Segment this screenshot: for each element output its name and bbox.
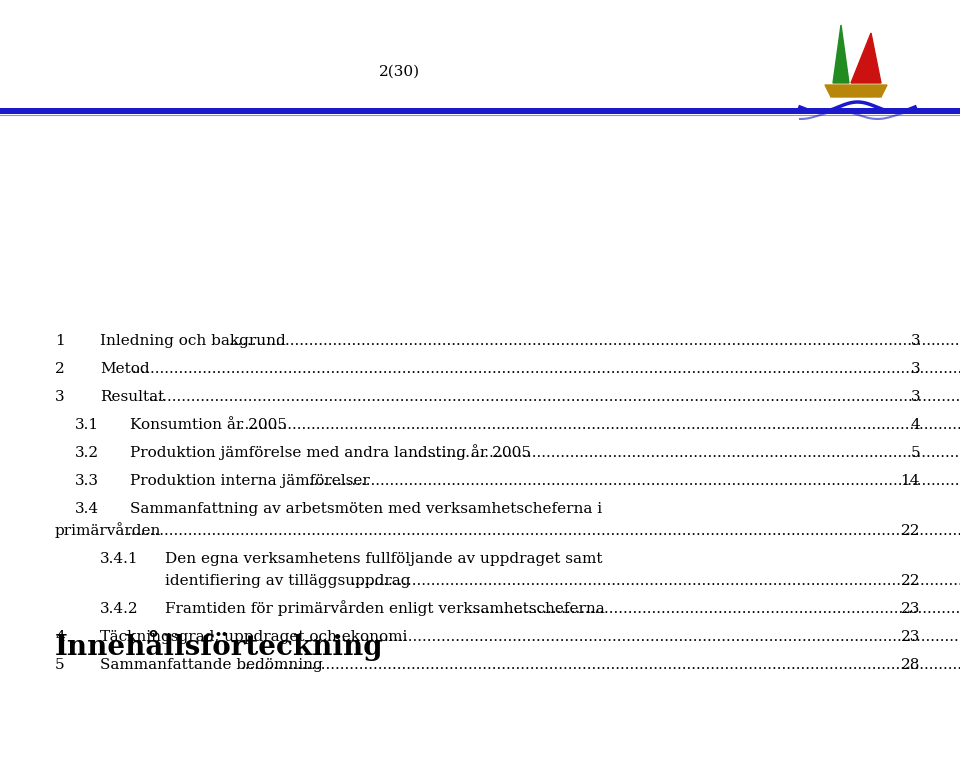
Text: 23: 23 (900, 602, 920, 616)
Text: ................................................................................: ........................................… (351, 574, 960, 588)
Text: 1: 1 (55, 334, 64, 348)
Text: Framtiden för primärvården enligt verksamhetscheferna: Framtiden för primärvården enligt verksa… (165, 600, 605, 616)
Text: 28: 28 (900, 658, 920, 672)
Text: ................................................................................: ........................................… (236, 418, 960, 432)
Text: 14: 14 (900, 474, 920, 488)
Text: Metod: Metod (100, 362, 150, 376)
Text: Sammanfattande bedömning: Sammanfattande bedömning (100, 658, 323, 672)
Text: 3.2: 3.2 (75, 446, 99, 460)
Text: 3.4: 3.4 (75, 502, 99, 516)
FancyBboxPatch shape (0, 108, 960, 114)
Text: Produktion jämförelse med andra landsting år 2005: Produktion jämförelse med andra landstin… (130, 444, 531, 460)
Text: 3: 3 (910, 334, 920, 348)
Text: ................................................................................: ........................................… (309, 630, 960, 644)
Text: 23: 23 (900, 630, 920, 644)
Text: Resultat: Resultat (100, 390, 164, 404)
Text: 2: 2 (55, 362, 64, 376)
Text: ................................................................................: ........................................… (471, 602, 960, 616)
Text: Sammanfattning av arbetsmöten med verksamhetscheferna i: Sammanfattning av arbetsmöten med verksa… (130, 502, 602, 516)
Text: Innehållsförteckning: Innehållsförteckning (55, 630, 384, 661)
Text: 3: 3 (55, 390, 64, 404)
Text: 4: 4 (910, 418, 920, 432)
Text: identifiering av tilläggsuppdrag: identifiering av tilläggsuppdrag (165, 574, 411, 588)
Polygon shape (833, 25, 849, 83)
Text: primärvården: primärvården (55, 522, 161, 538)
Text: ................................................................................: ........................................… (228, 334, 960, 348)
Text: 4: 4 (55, 630, 64, 644)
Polygon shape (825, 85, 887, 97)
Text: 5: 5 (55, 658, 64, 672)
Text: ................................................................................: ........................................… (304, 474, 960, 488)
Text: 3.4.1: 3.4.1 (100, 552, 138, 566)
Text: 2(30): 2(30) (379, 65, 420, 79)
Text: 22: 22 (900, 524, 920, 538)
Text: 3: 3 (910, 362, 920, 376)
Text: 3.3: 3.3 (75, 474, 99, 488)
Text: 5: 5 (910, 446, 920, 460)
Text: Produktion interna jämförelser: Produktion interna jämförelser (130, 474, 370, 488)
Text: ................................................................................: ........................................… (240, 658, 960, 672)
Text: ................................................................................: ........................................… (127, 524, 960, 538)
Text: Konsumtion år 2005: Konsumtion år 2005 (130, 418, 287, 432)
Text: Den egna verksamhetens fullföljande av uppdraget samt: Den egna verksamhetens fullföljande av u… (165, 552, 603, 566)
Text: Täckningsgrad, uppdraget och ekonomi: Täckningsgrad, uppdraget och ekonomi (100, 630, 407, 644)
Polygon shape (851, 33, 881, 83)
Text: 3: 3 (910, 390, 920, 404)
Text: ................................................................................: ........................................… (149, 390, 960, 404)
Text: ................................................................................: ........................................… (414, 446, 960, 460)
Text: 3.4.2: 3.4.2 (100, 602, 138, 616)
Text: 3.1: 3.1 (75, 418, 99, 432)
Text: 22: 22 (900, 574, 920, 588)
Text: Inledning och bakgrund: Inledning och bakgrund (100, 334, 286, 348)
Text: ................................................................................: ........................................… (132, 362, 960, 376)
